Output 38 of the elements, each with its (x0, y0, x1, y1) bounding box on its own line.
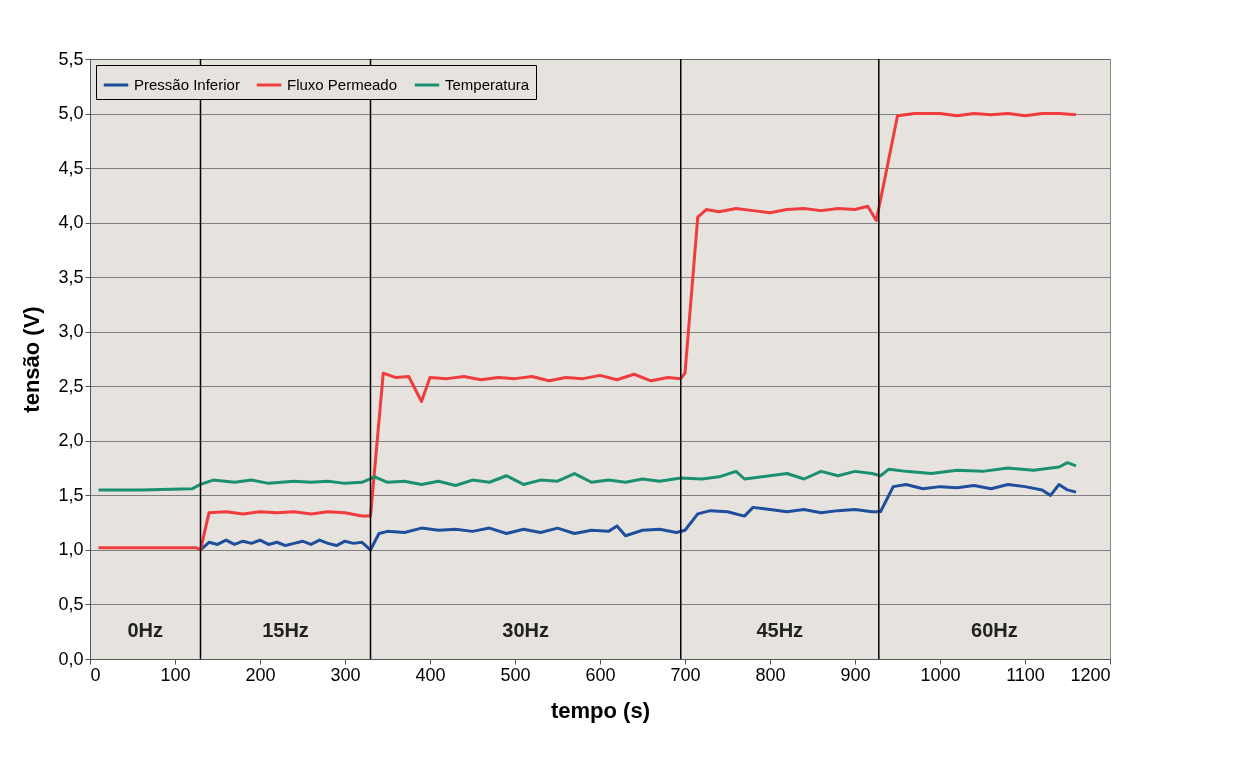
y-tick-label: 5,5 (58, 48, 84, 69)
y-tick-label: 0,5 (58, 593, 84, 614)
x-tick-label: 200 (245, 664, 276, 685)
y-tick-label: 4,0 (58, 212, 84, 233)
y-tick-label: 1,5 (58, 484, 84, 505)
x-tick-label: 800 (755, 664, 786, 685)
line-series (199, 482, 1078, 552)
annotation: 0Hz (127, 619, 164, 641)
x-tick-label: 1100 (1006, 664, 1045, 685)
line-series (97, 112, 1078, 552)
line-series (97, 461, 1078, 492)
annotation: 30Hz (502, 619, 549, 641)
x-tick-label: 300 (330, 664, 361, 685)
annotation: 15Hz (262, 619, 309, 641)
x-tick-label: 700 (670, 664, 701, 685)
x-tick-label: 100 (160, 664, 191, 685)
y-tick-label: 3,0 (58, 321, 84, 342)
y-tick-label: 0,0 (58, 648, 84, 669)
y-tick-label: 5,0 (58, 103, 84, 124)
y-tick-label: 2,0 (58, 430, 84, 451)
annotation: 45Hz (756, 619, 804, 641)
x-axis-title: tempo (s) (551, 697, 650, 723)
y-tick-label: 2,5 (58, 375, 84, 396)
legend-label: Fluxo Permeado (287, 76, 398, 93)
x-tick-label: 400 (415, 664, 446, 685)
legend-label: Pressão Inferior (134, 76, 240, 93)
y-tick-label: 4,5 (58, 157, 84, 178)
x-tick-label: 900 (840, 664, 871, 685)
y-axis-title: tensão (V) (19, 306, 45, 413)
annotation: 60Hz (971, 619, 1018, 641)
x-tick-label: 1200 (1070, 664, 1111, 685)
x-tick-label: 600 (585, 664, 616, 685)
legend-label: Temperatura (445, 76, 530, 93)
y-tick-label: 3,5 (58, 266, 84, 287)
x-tick-label: 0 (90, 664, 101, 685)
x-tick-label: 1000 (920, 664, 961, 685)
x-tick-label: 500 (500, 664, 531, 685)
y-tick-label: 1,0 (58, 539, 84, 560)
